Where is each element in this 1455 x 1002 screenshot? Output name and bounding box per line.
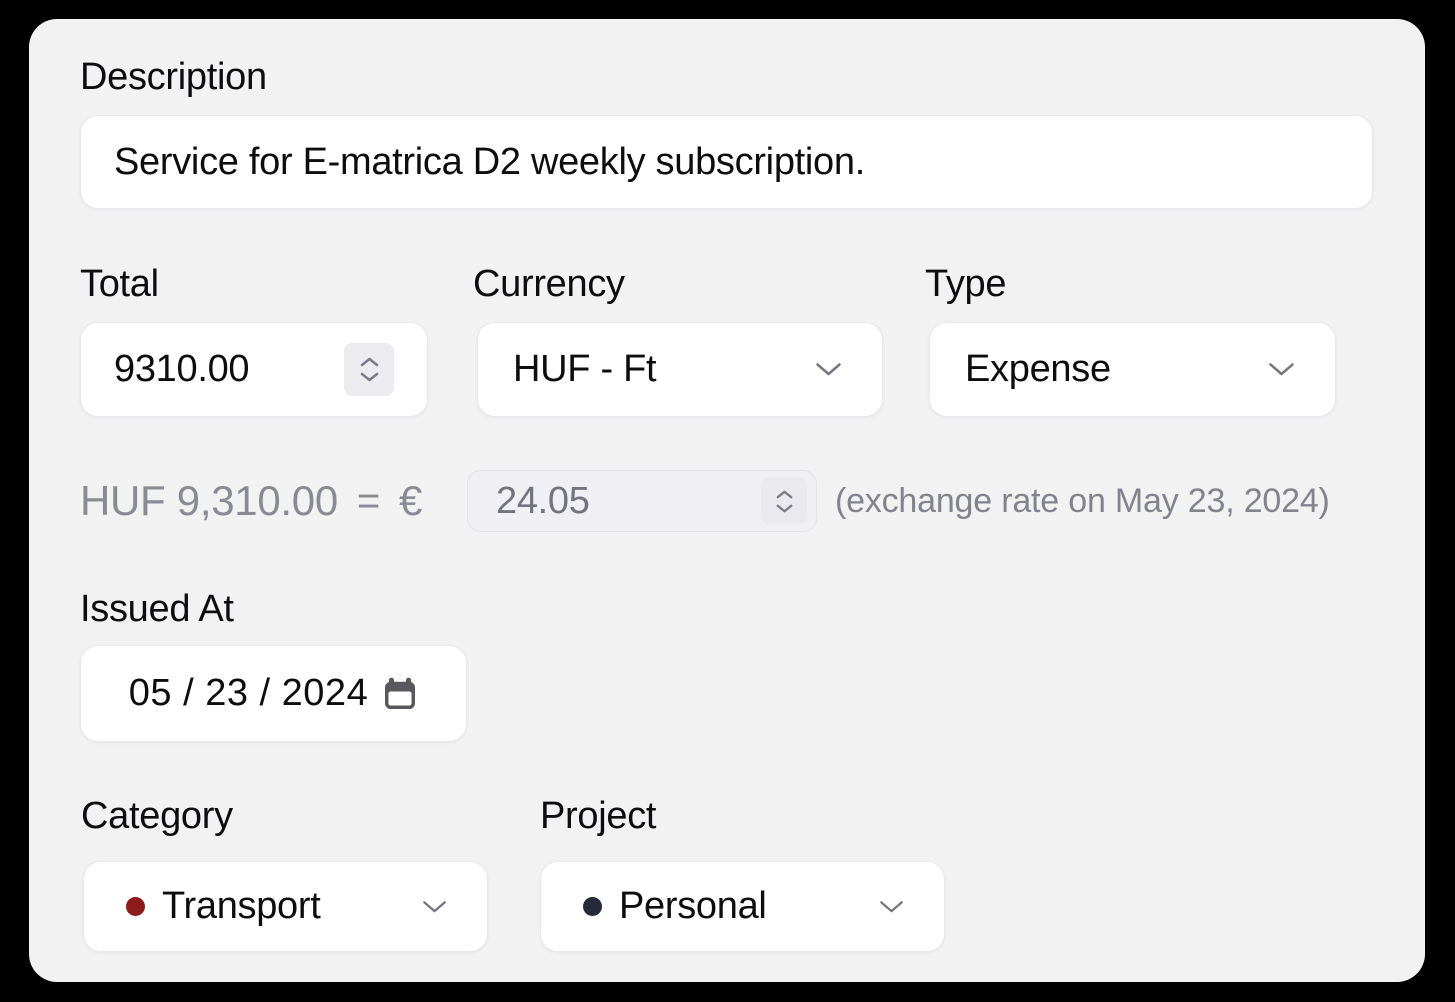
exchange-rate-note: (exchange rate on May 23, 2024): [835, 481, 1330, 520]
exchange-summary: HUF 9,310.00 = €: [80, 470, 422, 532]
exchange-rate-stepper: [761, 478, 807, 524]
description-label: Description: [80, 56, 267, 98]
category-color-dot: [126, 897, 145, 916]
equals-sign: =: [356, 478, 380, 523]
currency-select[interactable]: HUF - Ft: [477, 322, 883, 417]
expense-form-card: Description Total Currency Type HUF - Ft…: [29, 19, 1425, 982]
total-stepper: [344, 343, 394, 396]
type-label: Type: [925, 263, 1007, 305]
stepper-up-icon[interactable]: [359, 357, 380, 367]
category-select[interactable]: Transport: [83, 861, 488, 952]
chevron-down-icon: [423, 900, 446, 912]
project-color-dot: [583, 897, 602, 916]
stepper-down-icon[interactable]: [359, 372, 380, 382]
stepper-up-icon[interactable]: [775, 490, 794, 499]
type-select[interactable]: Expense: [929, 322, 1336, 417]
exchange-base-amount: HUF 9,310.00: [80, 477, 338, 524]
issued-at-label: Issued At: [80, 588, 234, 630]
category-selected-value: Transport: [162, 885, 321, 927]
total-field: [80, 322, 428, 417]
category-label: Category: [81, 795, 233, 837]
project-selected-value: Personal: [619, 885, 767, 927]
description-field: [80, 115, 1373, 209]
stepper-down-icon[interactable]: [775, 504, 794, 513]
calendar-icon: [385, 677, 416, 709]
description-input[interactable]: [81, 116, 1372, 208]
project-label: Project: [540, 795, 657, 837]
currency-label: Currency: [473, 263, 625, 305]
chevron-down-icon: [1269, 363, 1294, 376]
chevron-down-icon: [880, 900, 903, 912]
issued-at-date-value: 05 / 23 / 2024: [128, 672, 369, 714]
exchange-rate-field: [467, 470, 817, 532]
issued-at-date-field[interactable]: 05 / 23 / 2024: [80, 645, 467, 742]
currency-selected-value: HUF - Ft: [513, 348, 657, 390]
total-label: Total: [80, 263, 159, 305]
type-selected-value: Expense: [965, 348, 1111, 390]
project-select[interactable]: Personal: [540, 861, 945, 952]
euro-symbol: €: [398, 477, 422, 524]
chevron-down-icon: [816, 363, 841, 376]
exchange-rate-input[interactable]: [468, 471, 816, 531]
